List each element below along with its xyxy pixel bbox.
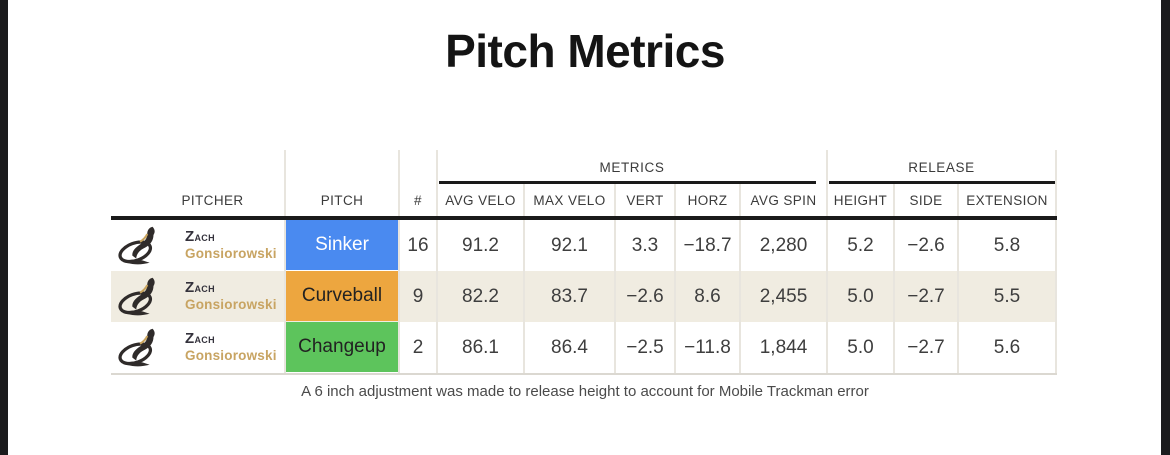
pitch-type-cell: Changeup	[284, 322, 398, 373]
col-header-vert: VERT	[614, 184, 674, 216]
pitcher-cell: Zach Gonsiorowski	[111, 271, 284, 322]
count-value: 2	[398, 322, 436, 373]
header-divider	[111, 216, 1057, 220]
pitch-metrics-table: METRICS RELEASE PITCHER PITCH # AVG VELO…	[111, 150, 1057, 375]
col-header-side: SIDE	[893, 184, 957, 216]
col-header-max-velo: MAX VELO	[523, 184, 614, 216]
pitcher-first-name: Zach	[185, 227, 215, 245]
max-velo-value: 92.1	[523, 220, 614, 271]
footnote: A 6 inch adjustment was made to release …	[301, 383, 869, 400]
release-side-value: −2.7	[893, 322, 957, 373]
table-row-changeup: Zach Gonsiorowski Changeup 2 86.1 86.4 −…	[111, 322, 1057, 373]
pitcher-name: Zach Gonsiorowski	[185, 228, 277, 264]
team-logo-icon	[118, 226, 155, 264]
page-title: Pitch Metrics	[445, 25, 725, 77]
horz-value: −11.8	[674, 322, 739, 373]
pitch-type-badge: Sinker	[286, 220, 398, 270]
vert-value: −2.6	[614, 271, 674, 322]
col-header-horz: HORZ	[674, 184, 739, 216]
release-underline	[829, 181, 1055, 184]
avg-velo-value: 86.1	[436, 322, 523, 373]
group-header-metrics: METRICS	[436, 150, 826, 184]
pitcher-last-name: Gonsiorowski	[185, 297, 277, 313]
group-header-row: METRICS RELEASE	[111, 150, 1057, 184]
pitcher-first-name: Zach	[185, 278, 215, 296]
max-velo-value: 83.7	[523, 271, 614, 322]
col-header-avg-spin: AVG SPIN	[739, 184, 826, 216]
vert-value: 3.3	[614, 220, 674, 271]
team-logo-icon	[118, 277, 155, 315]
count-value: 16	[398, 220, 436, 271]
pitch-type-cell: Curveball	[284, 271, 398, 322]
left-black-bar	[0, 0, 8, 455]
pitcher-first-name: Zach	[185, 329, 215, 347]
avg-velo-value: 91.2	[436, 220, 523, 271]
team-logo-icon	[118, 328, 155, 366]
group-spacer-pitch	[284, 150, 398, 184]
avg-velo-value: 82.2	[436, 271, 523, 322]
release-side-value: −2.6	[893, 220, 957, 271]
release-height-value: 5.2	[826, 220, 893, 271]
pitch-type-badge: Curveball	[286, 271, 398, 321]
col-header-pitcher: PITCHER	[181, 192, 244, 208]
count-value: 9	[398, 271, 436, 322]
pitcher-cell: Zach Gonsiorowski	[111, 220, 284, 271]
pitcher-last-name: Gonsiorowski	[185, 246, 277, 262]
release-extension-value: 5.5	[957, 271, 1057, 322]
release-extension-value: 5.8	[957, 220, 1057, 271]
avg-spin-value: 1,844	[739, 322, 826, 373]
pitcher-last-name: Gonsiorowski	[185, 348, 277, 364]
right-black-bar	[1161, 0, 1170, 455]
col-header-height: HEIGHT	[826, 184, 893, 216]
col-header-avg-velo: AVG VELO	[436, 184, 523, 216]
release-extension-value: 5.6	[957, 322, 1057, 373]
table-row-sinker: Zach Gonsiorowski Sinker 16 91.2 92.1 3.…	[111, 220, 1057, 271]
release-height-value: 5.0	[826, 322, 893, 373]
horz-value: 8.6	[674, 271, 739, 322]
avg-spin-value: 2,280	[739, 220, 826, 271]
horz-value: −18.7	[674, 220, 739, 271]
pitcher-name: Zach Gonsiorowski	[185, 279, 277, 315]
max-velo-value: 86.4	[523, 322, 614, 373]
group-header-release-label: RELEASE	[908, 159, 975, 175]
pitcher-name: Zach Gonsiorowski	[185, 330, 277, 366]
metrics-underline	[439, 181, 816, 184]
release-side-value: −2.7	[893, 271, 957, 322]
group-header-metrics-label: METRICS	[599, 159, 665, 175]
table-row-curveball: Zach Gonsiorowski Curveball 9 82.2 83.7 …	[111, 271, 1057, 322]
pitch-type-badge: Changeup	[286, 322, 398, 372]
column-header-row: PITCHER PITCH # AVG VELO MAX VELO VERT H…	[111, 184, 1057, 216]
pitch-type-cell: Sinker	[284, 220, 398, 271]
avg-spin-value: 2,455	[739, 271, 826, 322]
col-header-pitch: PITCH	[284, 184, 398, 216]
group-spacer-count	[398, 150, 436, 184]
vert-value: −2.5	[614, 322, 674, 373]
group-spacer-pitcher	[111, 150, 284, 184]
col-header-count: #	[398, 184, 436, 216]
pitcher-cell: Zach Gonsiorowski	[111, 322, 284, 373]
group-header-release: RELEASE	[826, 150, 1057, 184]
release-height-value: 5.0	[826, 271, 893, 322]
col-header-extension: EXTENSION	[957, 184, 1057, 216]
